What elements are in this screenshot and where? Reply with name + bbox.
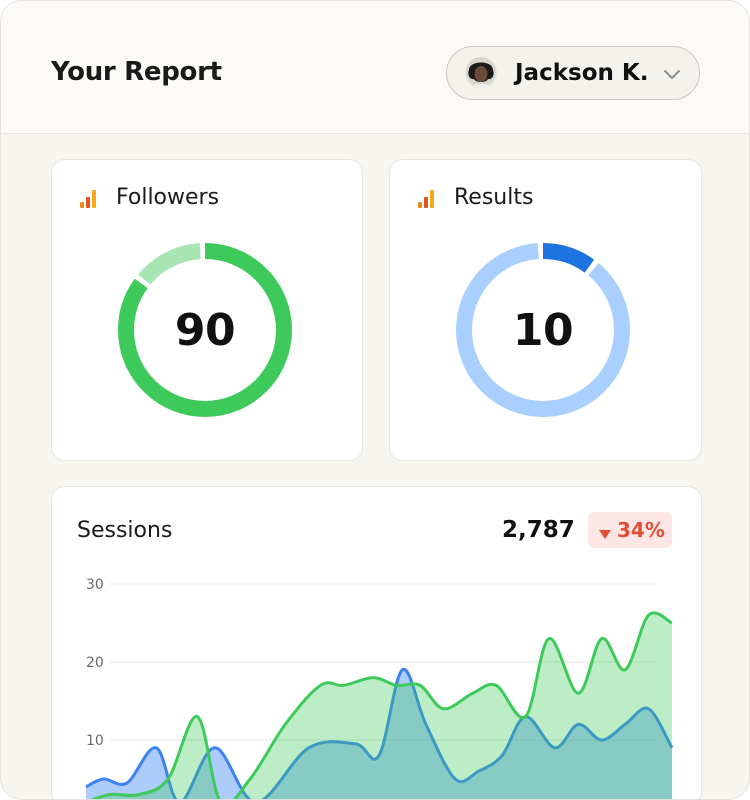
series-area-1 xyxy=(94,612,672,799)
donut-track xyxy=(456,243,630,417)
analytics-bars-icon xyxy=(80,190,96,212)
analytics-bars-icon xyxy=(418,190,434,212)
sessions-label: Sessions xyxy=(77,518,173,543)
results-value: 10 xyxy=(512,304,574,356)
sessions-total: 2,787 xyxy=(502,517,575,543)
sessions-chart: 30 20 10 xyxy=(85,577,674,799)
user-name: Jackson K. xyxy=(515,60,649,86)
chevron-down-icon xyxy=(663,66,681,85)
y-tick-label: 30 xyxy=(86,577,104,593)
followers-donut xyxy=(118,243,292,417)
report-header: Your Report Jackson K. xyxy=(1,1,749,134)
series-area-0 xyxy=(86,669,672,799)
donut-progress xyxy=(118,243,292,417)
series-line-1 xyxy=(90,611,673,799)
y-tick-label: 10 xyxy=(86,733,104,749)
sessions-card: Sessions 2,787 34% 30 20 10 xyxy=(51,486,702,799)
delta-badge: 34% xyxy=(588,512,672,548)
page-title: Your Report xyxy=(51,57,222,87)
delta-percent: 34% xyxy=(617,518,665,542)
avatar xyxy=(465,57,497,89)
card-label: Followers xyxy=(116,185,220,210)
followers-card[interactable]: Followers 90 xyxy=(51,159,363,461)
results-donut xyxy=(456,243,630,417)
triangle-down-icon xyxy=(599,525,611,544)
donut-progress xyxy=(456,243,630,417)
user-switcher-button[interactable]: Jackson K. xyxy=(446,46,700,100)
results-card[interactable]: Results 10 xyxy=(389,159,702,461)
card-label: Results xyxy=(454,185,534,210)
followers-value: 90 xyxy=(174,304,236,356)
y-tick-label: 20 xyxy=(86,655,104,671)
